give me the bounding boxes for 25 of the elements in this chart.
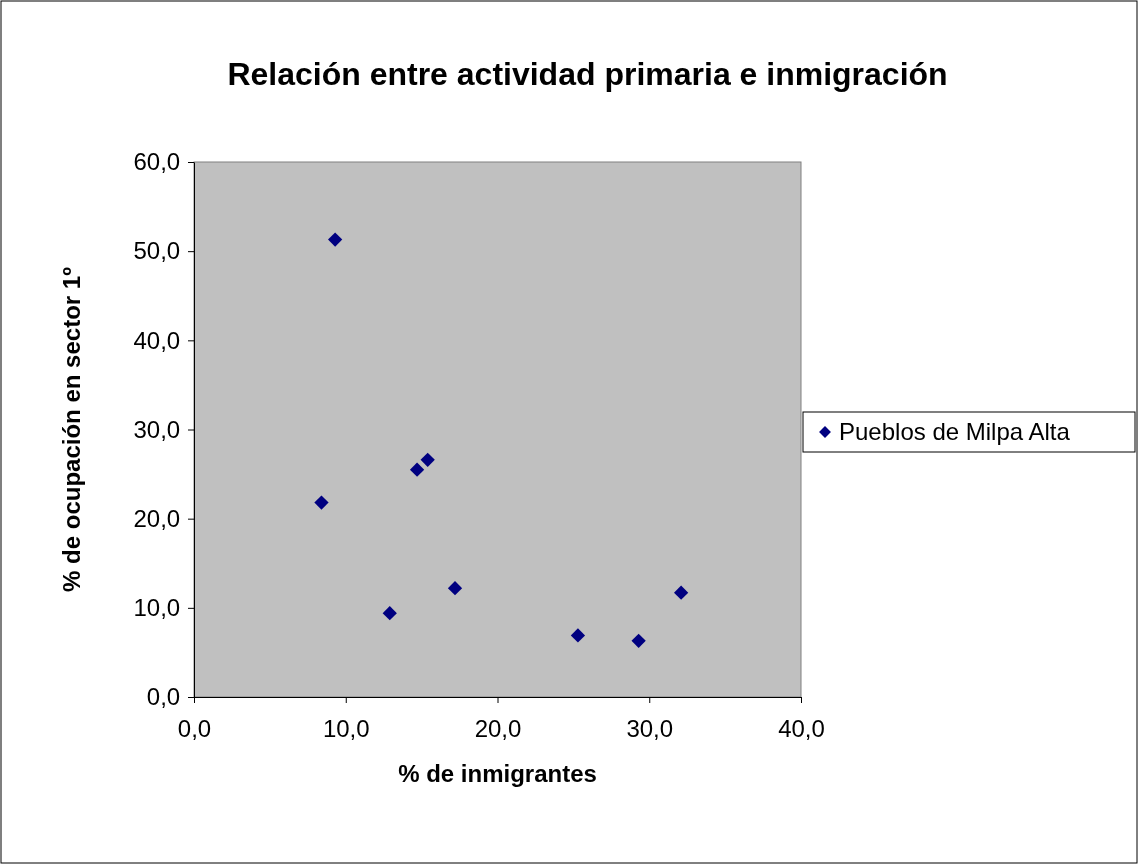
x-axis-title: % de inmigrantes	[398, 760, 597, 787]
y-tick-label: 0,0	[146, 683, 181, 711]
y-tick-label: 20,0	[133, 504, 181, 532]
y-tick-label: 40,0	[133, 326, 181, 354]
point	[631, 633, 646, 648]
x-tick-label: 40,0	[778, 715, 825, 743]
x-tick-label: 30,0	[626, 715, 674, 743]
point	[447, 581, 463, 596]
x-tick-label: 20,0	[474, 715, 522, 743]
x-tick-label: 0,0	[177, 715, 212, 743]
y-tick-label: 30,0	[133, 415, 181, 443]
legend-label: Pueblos de Milpa Alta	[839, 418, 1071, 445]
y-axis-title: % de ocupación en sector 1º	[58, 266, 85, 592]
point	[314, 495, 329, 510]
y-tick-label: 10,0	[133, 594, 181, 622]
point	[673, 585, 689, 600]
chart-title: Relación entre actividad primaria e inmigración	[227, 56, 948, 92]
point	[420, 452, 435, 467]
point	[382, 606, 397, 621]
y-tick-label: 50,0	[133, 237, 181, 265]
point	[570, 628, 586, 643]
y-tick-label: 60,0	[133, 148, 181, 176]
point	[327, 232, 343, 247]
point	[409, 462, 425, 477]
x-tick-label: 10,0	[322, 715, 370, 743]
